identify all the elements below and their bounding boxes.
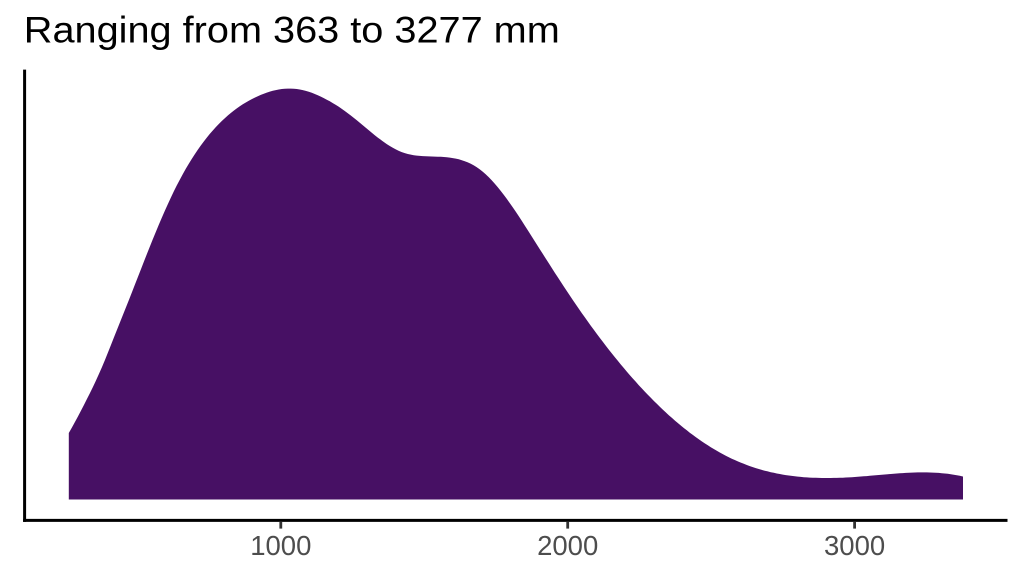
svg-text:3000: 3000 [824,530,885,561]
svg-text:2000: 2000 [537,530,598,561]
svg-text:Ranging from 363 to 3277 mm: Ranging from 363 to 3277 mm [24,9,560,51]
svg-text:1000: 1000 [250,530,311,561]
